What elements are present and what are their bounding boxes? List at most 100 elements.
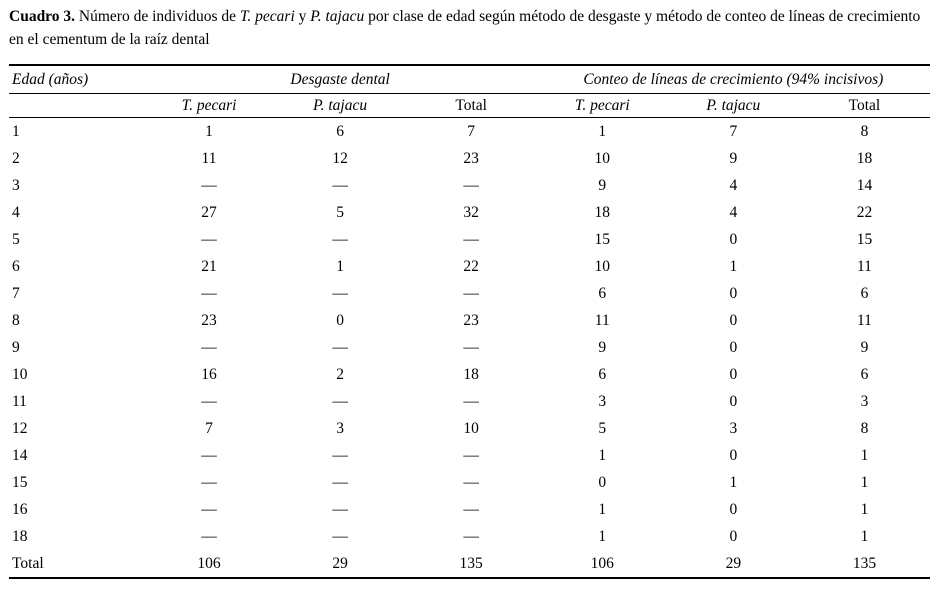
value-cell: 29 <box>332 554 348 572</box>
table-row: 12 7 3 10 5 3 8 <box>9 415 930 442</box>
value-cell: 135 <box>459 554 483 572</box>
edad-cell: 14 <box>12 446 28 464</box>
edad-cell: 8 <box>12 311 20 329</box>
value-cell: 1 <box>598 446 607 464</box>
value-cell: 10 <box>594 149 611 167</box>
value-cell: — <box>332 338 348 356</box>
value-cell: — <box>201 284 217 302</box>
value-cell: 3 <box>860 392 869 410</box>
value-cell: 0 <box>729 446 738 464</box>
table-row: 16 — — — 1 0 1 <box>9 496 930 523</box>
value-cell: 3 <box>336 419 344 437</box>
value-cell: 3 <box>598 392 607 410</box>
value-cell: 6 <box>860 284 869 302</box>
value-cell: — <box>463 284 479 302</box>
value-cell: 29 <box>725 554 742 572</box>
table-row: 7 — — — 6 0 6 <box>9 280 930 307</box>
value-cell: — <box>463 473 479 491</box>
edad-cell: 10 <box>12 365 28 383</box>
value-cell: 11 <box>856 257 872 275</box>
table-row: 15 — — — 0 1 1 <box>9 469 930 496</box>
value-cell: 1 <box>336 257 344 275</box>
table-row: 11 — — — 3 0 3 <box>9 388 930 415</box>
value-cell: — <box>201 230 217 248</box>
value-cell: 23 <box>463 149 479 167</box>
table-body: 1 1 6 7 1 7 8 2 11 12 23 10 9 18 3— — —9 4 14 4 27 5 32 18 4 22 5—… <box>9 118 930 579</box>
value-cell: 1 <box>860 500 869 518</box>
value-cell: 0 <box>729 500 738 518</box>
value-cell: 12 <box>332 149 348 167</box>
edad-cell: 9 <box>12 338 20 356</box>
value-cell: 0 <box>598 473 607 491</box>
subheader-row: T. pecari P. tajacu Total T. pecari P. t… <box>9 93 930 118</box>
value-cell: — <box>332 392 348 410</box>
caption-text: y <box>294 8 311 25</box>
value-cell: 16 <box>201 365 217 383</box>
value-cell: 11 <box>856 311 872 329</box>
table-row: 3 — — — 9 4 14 <box>9 172 930 199</box>
value-cell: 18 <box>594 203 611 221</box>
value-cell: 0 <box>336 311 344 329</box>
edad-cell: 7 <box>12 284 20 302</box>
value-cell: 2 <box>336 365 344 383</box>
age-class-table: Edad (años) Desgaste dental Conteo de lí… <box>9 64 930 579</box>
value-cell: 9 <box>860 338 869 356</box>
value-cell: 0 <box>729 527 738 545</box>
value-cell: 9 <box>729 149 738 167</box>
value-cell: 21 <box>201 257 217 275</box>
subheader-empty <box>9 93 144 118</box>
value-cell: 6 <box>598 365 607 383</box>
table-row: 2 11 12 23 10 9 18 <box>9 145 930 172</box>
table-row: 6 21 1 22 10 1 11 <box>9 253 930 280</box>
caption-species-tpecari: T. pecari <box>239 8 295 25</box>
value-cell: — <box>201 338 217 356</box>
value-cell: — <box>332 230 348 248</box>
value-cell: 1 <box>860 527 869 545</box>
value-cell: 5 <box>598 419 607 437</box>
value-cell: — <box>201 176 217 194</box>
value-cell: 9 <box>598 338 607 356</box>
value-cell: 5 <box>336 203 344 221</box>
value-cell: — <box>201 392 217 410</box>
group-header-conteo-lineas: Conteo de líneas de crecimiento (94% inc… <box>536 65 930 94</box>
value-cell: 0 <box>729 365 738 383</box>
value-cell: — <box>463 500 479 518</box>
value-cell: 135 <box>852 554 877 572</box>
value-cell: 4 <box>729 203 738 221</box>
value-cell: — <box>332 473 348 491</box>
edad-cell: 1 <box>12 122 20 140</box>
value-cell: — <box>463 527 479 545</box>
value-cell: 18 <box>463 365 479 383</box>
value-cell: 22 <box>856 203 873 221</box>
edad-cell: 16 <box>12 500 28 518</box>
value-cell: — <box>332 284 348 302</box>
value-cell: 0 <box>729 284 738 302</box>
group-header-row: Edad (años) Desgaste dental Conteo de lí… <box>9 65 930 94</box>
value-cell: 1 <box>598 500 607 518</box>
edad-cell: 18 <box>12 527 28 545</box>
subheader-total-conteo: Total <box>798 93 930 118</box>
value-cell: 1 <box>860 473 869 491</box>
value-cell: 3 <box>729 419 738 437</box>
value-cell: 7 <box>467 122 476 140</box>
value-cell: 0 <box>729 338 738 356</box>
edad-cell: 2 <box>12 149 20 167</box>
value-cell: 0 <box>729 230 738 248</box>
value-cell: 11 <box>594 311 610 329</box>
edad-cell: 6 <box>12 257 20 275</box>
subheader-total-desgaste: Total <box>405 93 537 118</box>
value-cell: — <box>201 446 217 464</box>
value-cell: 9 <box>598 176 607 194</box>
value-cell: 23 <box>463 311 479 329</box>
value-cell: 27 <box>201 203 217 221</box>
value-cell: — <box>463 176 479 194</box>
table-caption: Cuadro 3. Número de individuos de T. pec… <box>9 5 930 51</box>
value-cell: 22 <box>463 257 479 275</box>
value-cell: 1 <box>729 257 738 275</box>
value-cell: 14 <box>856 176 873 194</box>
value-cell: — <box>332 527 348 545</box>
value-cell: 6 <box>598 284 607 302</box>
value-cell: 8 <box>860 122 869 140</box>
table-row: 10 16 2 18 6 0 6 <box>9 361 930 388</box>
